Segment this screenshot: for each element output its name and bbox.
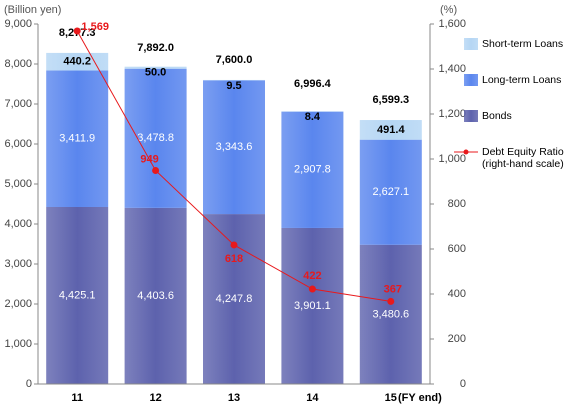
bar-segment	[124, 66, 187, 69]
value-label: 491.4	[377, 124, 405, 136]
line-point	[73, 27, 81, 35]
y2-tick-label: 0	[460, 378, 466, 390]
y-tick-label: 9,000	[4, 18, 32, 30]
y-tick-label: 6,000	[4, 138, 32, 150]
legend-swatch	[464, 74, 478, 86]
bar-segment	[359, 139, 422, 245]
line-label: 618	[225, 253, 243, 265]
total-label: 7,892.0	[137, 42, 174, 54]
value-label: 50.0	[145, 67, 166, 79]
bar-segment	[281, 111, 344, 228]
y2-tick-label: 1,000	[438, 153, 466, 165]
value-label: 4,247.8	[216, 293, 253, 305]
bar-segment	[281, 227, 344, 384]
bar-segment	[359, 120, 422, 140]
value-label: 9.5	[226, 80, 241, 92]
bar-segment	[46, 206, 109, 384]
x-tick-label: 11	[71, 392, 83, 404]
y-tick-label: 3,000	[4, 258, 32, 270]
total-label: 7,600.0	[216, 54, 253, 66]
y-tick-label: 2,000	[4, 298, 32, 310]
y2-tick-label: 1,600	[438, 18, 466, 30]
y2-tick-label: 800	[448, 198, 466, 210]
value-label: 2,627.1	[372, 186, 409, 198]
value-label: 3,343.6	[216, 141, 253, 153]
bar-segment	[359, 244, 422, 384]
line-label: 422	[303, 270, 321, 282]
value-label: 4,425.1	[59, 289, 96, 301]
line-point	[230, 241, 238, 249]
x-tick-label: 15	[385, 392, 397, 404]
x-suffix: (FY end)	[398, 392, 442, 404]
bar-segment	[203, 80, 265, 215]
x-tick-label: 14	[306, 392, 319, 404]
x-tick-label: 13	[228, 392, 240, 404]
y2-tick-label: 1,200	[438, 108, 466, 120]
y-tick-label: 5,000	[4, 178, 32, 190]
line-point	[387, 297, 395, 305]
y2-tick-label: 600	[448, 243, 466, 255]
line-label: 949	[140, 153, 158, 165]
y-tick-label: 4,000	[4, 218, 32, 230]
y-unit: (Billion yen)	[4, 4, 61, 16]
value-label: 440.2	[63, 56, 91, 68]
bar-segment	[124, 207, 187, 384]
y-tick-label: 7,000	[4, 98, 32, 110]
line-label: 1,569	[81, 21, 109, 33]
legend-dot	[463, 149, 469, 155]
value-label: 3,411.9	[59, 133, 95, 145]
legend-swatch	[464, 110, 478, 122]
x-tick-label: 12	[149, 392, 161, 404]
value-label: 3,901.1	[294, 300, 331, 312]
legend-label: Debt Equity Ratio (right-hand scale)	[482, 146, 564, 170]
y-tick-label: 1,000	[4, 338, 32, 350]
line-point	[308, 285, 316, 293]
y2-tick-label: 1,400	[438, 63, 466, 75]
line-point	[152, 166, 160, 174]
legend-label: Bonds	[482, 110, 512, 122]
value-label: 3,478.8	[137, 132, 174, 144]
y-tick-label: 8,000	[4, 58, 32, 70]
y-tick-label: 0	[26, 378, 32, 390]
legend-swatch	[464, 38, 478, 50]
bar-segment	[46, 52, 109, 71]
y2-tick-label: 400	[448, 288, 466, 300]
bar-segment	[46, 70, 109, 207]
value-label: 2,907.8	[294, 164, 331, 176]
value-label: 4,403.6	[137, 290, 174, 302]
y2-unit: (%)	[440, 4, 457, 16]
total-label: 6,996.4	[294, 78, 332, 90]
legend-label: Short-term Loans	[482, 38, 564, 50]
y2-tick-label: 200	[448, 333, 466, 345]
value-label: 3,480.6	[372, 308, 409, 320]
total-label: 6,599.3	[372, 94, 409, 106]
value-label: 8.4	[305, 111, 321, 123]
line-label: 367	[384, 283, 402, 295]
bar-segment	[124, 68, 187, 208]
legend-label: Long-term Loans	[482, 74, 562, 86]
